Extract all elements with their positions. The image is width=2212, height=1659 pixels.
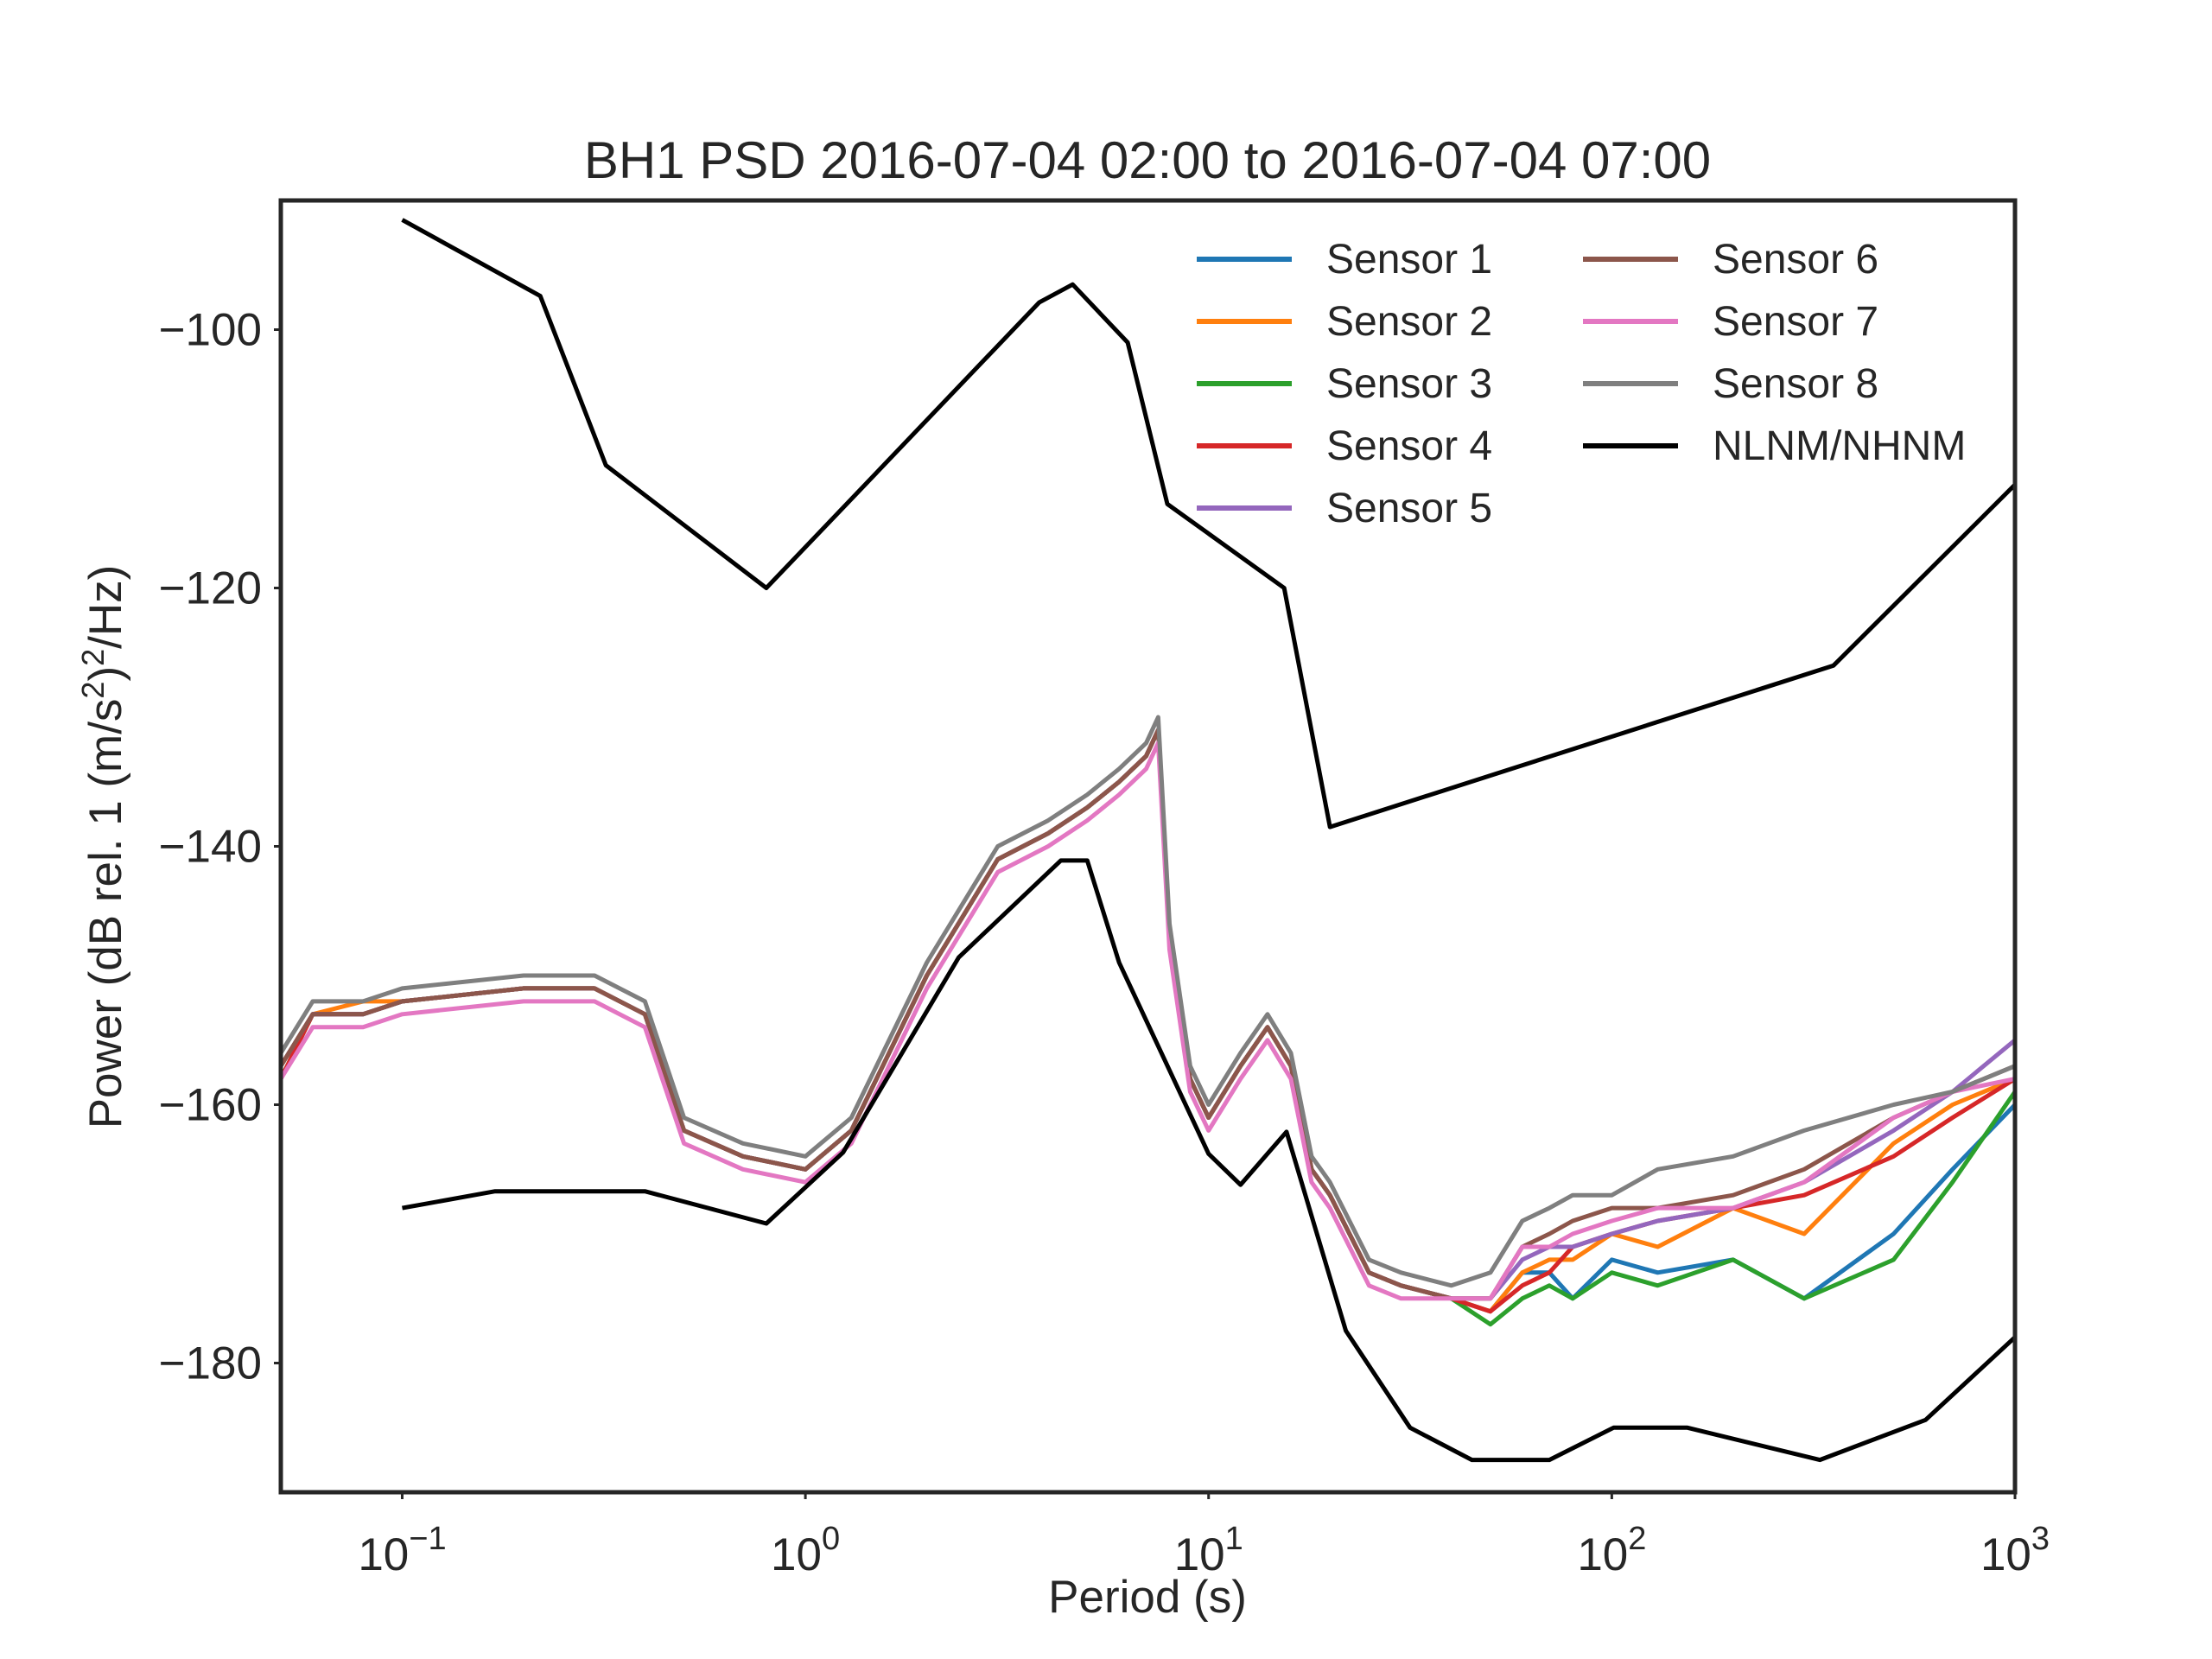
x-tick-label: 100 — [771, 1521, 840, 1580]
y-tick-label: −160 — [159, 1080, 262, 1131]
x-tick-label: 102 — [1577, 1521, 1646, 1580]
y-tick-label: −100 — [159, 305, 262, 356]
x-tick-label: 101 — [1174, 1521, 1243, 1580]
y-axis-label-sup2: 2 — [75, 649, 111, 666]
x-tick-label: 103 — [1980, 1521, 2050, 1580]
chart-title: BH1 PSD 2016-07-04 02:00 to 2016-07-04 0… — [584, 131, 1711, 189]
y-tick-label: −120 — [159, 563, 262, 614]
series-line-sensor-8 — [278, 715, 2016, 1288]
x-tick-label: 10−1 — [358, 1521, 446, 1580]
y-axis-label-sup1: 2 — [75, 682, 111, 699]
series-line-nlnm-nhnm-upper — [401, 218, 2017, 830]
legend: Sensor 1 Sensor 2 Sensor 3 Sensor 4 Sensor 5… — [1197, 237, 1966, 531]
legend-label-sensor-1: Sensor 1 — [1326, 237, 1492, 283]
y-axis-label-part3: /Hz) — [80, 565, 131, 649]
legend-label-sensor-3: Sensor 3 — [1326, 361, 1492, 407]
series-line-sensor-7 — [278, 741, 2016, 1301]
y-tick-label: −140 — [159, 822, 262, 873]
legend-label-sensor-2: Sensor 2 — [1326, 299, 1492, 345]
legend-label-sensor-5: Sensor 5 — [1326, 486, 1492, 531]
x-axis-ticks: 10−1 100 101 102 103 — [358, 1492, 2050, 1580]
y-axis-ticks: −100 −120 −140 −160 −180 — [159, 305, 281, 1389]
plot-lines — [278, 218, 2018, 1463]
legend-label-sensor-7: Sensor 7 — [1713, 299, 1878, 345]
legend-label-sensor-6: Sensor 6 — [1713, 237, 1878, 283]
series-line-sensor-6 — [278, 728, 2016, 1301]
y-axis-label-part2: ) — [80, 666, 131, 682]
y-tick-label: −180 — [159, 1338, 262, 1389]
y-axis-label: Power (dB rel. 1 (m/s2)2/Hz) — [75, 565, 131, 1129]
legend-label-sensor-8: Sensor 8 — [1713, 361, 1878, 407]
legend-label-sensor-4: Sensor 4 — [1326, 423, 1492, 469]
y-axis-label-part1: Power (dB rel. 1 (m/s — [80, 699, 131, 1129]
legend-label-nlnm-nhnm: NLNM/NHNM — [1713, 423, 1966, 469]
series-line-nlnm-nhnm — [402, 858, 2017, 1463]
x-axis-label: Period (s) — [1048, 1572, 1247, 1623]
